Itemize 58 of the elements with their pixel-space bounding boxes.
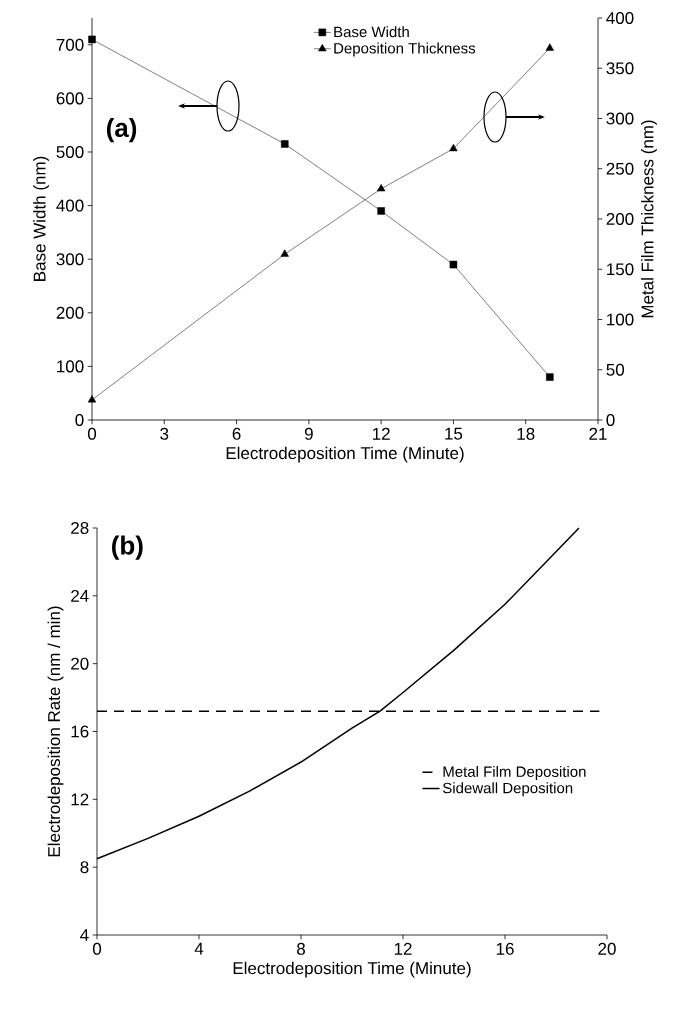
legend-label: Metal Film Deposition — [443, 765, 586, 780]
y2-tick-label: 50 — [606, 363, 625, 376]
y-tick-label: 24 — [71, 589, 89, 602]
x-axis-title: Electrodeposition Time (Minute) — [233, 961, 471, 978]
point — [449, 260, 458, 269]
x-tick-label: 16 — [496, 942, 514, 955]
point — [88, 35, 96, 44]
y-tick-label: 300 — [56, 253, 84, 266]
point — [377, 207, 385, 215]
x-tick-label: 3 — [160, 427, 169, 440]
y-tick-label: 12 — [71, 793, 89, 806]
y-tick-label: 400 — [56, 199, 84, 212]
y2-tick-label: 0 — [606, 413, 615, 427]
legend-label: Base Width — [334, 26, 409, 38]
y2-tick-label: 300 — [606, 112, 634, 125]
annotation: (b) — [112, 535, 143, 560]
legend-label: Sidewall Deposition — [442, 782, 573, 797]
x-tick-label: 0 — [92, 942, 102, 955]
y-tick-label: 4 — [80, 929, 89, 941]
legend-label: Deposition Thickness — [334, 42, 476, 57]
y-tick-label: 28 — [71, 521, 89, 535]
y2-tick-label: 250 — [606, 162, 634, 175]
y-axis-title: Base Width (nm) — [33, 156, 49, 281]
y-tick-label: 0 — [75, 413, 84, 427]
y-tick-label: 100 — [57, 360, 84, 373]
x-tick-label: 4 — [194, 942, 204, 955]
x-tick-label: 8 — [297, 942, 305, 955]
x-tick-label: 9 — [304, 427, 313, 440]
x-tick-label: 12 — [372, 427, 390, 440]
point — [545, 43, 554, 51]
y-tick-label: 8 — [80, 861, 89, 874]
y2-tick-label: 100 — [607, 313, 634, 326]
y-tick-label: 600 — [56, 92, 84, 105]
y2-tick-label: 150 — [607, 263, 634, 276]
y-tick-label: 500 — [56, 145, 84, 159]
y-tick-label: 16 — [71, 725, 89, 738]
y-tick-label: 700 — [56, 38, 84, 51]
x-tick-label: 15 — [445, 427, 463, 440]
y2-tick-label: 350 — [606, 62, 634, 75]
y-axis-title: Electrodeposition Rate (nm / min) — [47, 606, 64, 857]
x-tick-label: 6 — [232, 427, 241, 440]
y2-tick-label: 200 — [606, 212, 634, 226]
point — [546, 373, 554, 381]
y2-tick-label: 400 — [606, 11, 634, 25]
point — [449, 143, 458, 152]
y-tick-label: 200 — [56, 306, 84, 319]
x-tick-label: 21 — [589, 427, 607, 440]
x-tick-label: 20 — [598, 942, 616, 955]
point — [280, 249, 289, 257]
point — [377, 184, 386, 192]
point — [281, 140, 289, 148]
annotation: (a) — [106, 118, 137, 143]
x-axis-title: Electrodeposition Time (Minute) — [226, 446, 464, 463]
x-tick-label: 18 — [517, 427, 535, 440]
point — [87, 395, 97, 403]
y2-axis-title: Metal Film Thickness (nm) — [641, 120, 657, 318]
x-tick-label: 12 — [394, 942, 412, 955]
y-tick-label: 20 — [71, 657, 89, 670]
